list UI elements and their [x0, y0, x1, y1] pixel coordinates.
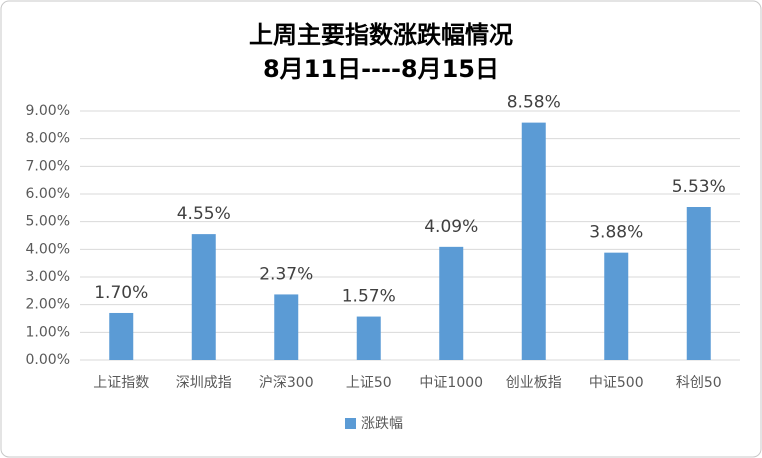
y-tick-label: 0.00% [26, 352, 70, 368]
value-label: 2.37% [259, 264, 313, 284]
y-tick-label: 5.00% [26, 214, 70, 230]
bar [274, 294, 299, 360]
y-tick-label: 4.00% [26, 241, 70, 257]
y-tick-label: 9.00% [26, 103, 70, 119]
chart-title: 上周主要指数涨跌幅情况 [249, 21, 513, 49]
legend-label: 涨跌幅 [361, 416, 403, 432]
legend-swatch [345, 418, 356, 429]
y-tick-label: 2.00% [26, 297, 70, 313]
x-tick-label: 上证50 [346, 375, 392, 391]
bar [521, 122, 546, 361]
bar [191, 234, 216, 360]
value-label: 4.09% [424, 217, 478, 237]
bar [109, 312, 134, 360]
x-tick-label: 深圳成指 [176, 375, 232, 391]
value-label: 8.58% [507, 93, 561, 113]
x-tick-label: 科创50 [676, 375, 722, 391]
bar [686, 207, 711, 360]
y-tick-label: 6.00% [26, 186, 70, 202]
value-label: 1.70% [94, 283, 148, 303]
x-tick-label: 上证指数 [93, 375, 149, 391]
y-tick-label: 8.00% [26, 131, 70, 147]
chart-subtitle: 8月11日----8月15日 [263, 55, 499, 83]
value-label: 4.55% [177, 204, 231, 224]
value-label: 3.88% [589, 223, 643, 243]
value-label: 1.57% [342, 287, 396, 307]
x-tick-label: 创业板指 [506, 375, 562, 391]
bar [604, 252, 629, 360]
y-tick-label: 7.00% [26, 158, 70, 174]
value-label: 5.53% [672, 177, 726, 197]
x-tick-label: 沪深300 [259, 375, 314, 391]
bar [439, 246, 464, 360]
x-tick-label: 中证1000 [419, 375, 483, 391]
x-tick-label: 中证500 [589, 375, 644, 391]
bar [356, 316, 381, 360]
y-tick-label: 1.00% [26, 324, 70, 340]
y-tick-label: 3.00% [26, 269, 70, 285]
